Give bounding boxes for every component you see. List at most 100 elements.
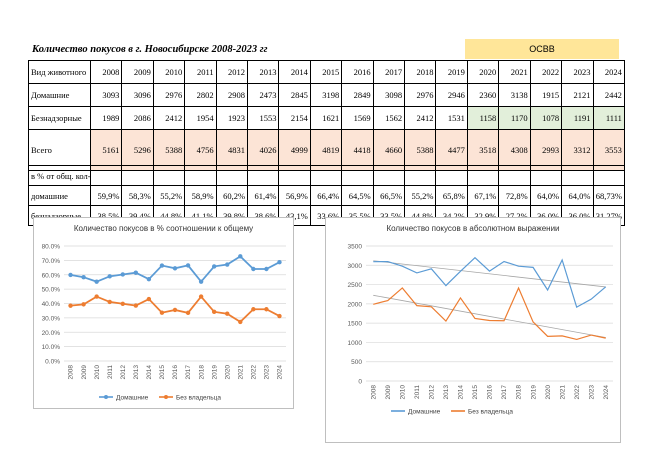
empty-cell [341, 165, 374, 186]
year-header: 2024 [592, 60, 625, 84]
y-tick-label: 70.0% [42, 258, 61, 265]
table-cell: 4477 [435, 129, 468, 171]
year-header: 2023 [561, 60, 594, 84]
empty-cell [309, 165, 343, 186]
table-cell: 1078 [529, 106, 563, 130]
x-tick-label: 2018 [198, 365, 205, 380]
y-tick-label: 2000 [348, 301, 363, 308]
table-cell: 64,0% [529, 185, 563, 206]
table-cell: 1989 [89, 106, 123, 130]
data-point [159, 263, 165, 268]
y-tick-label: 3500 [348, 244, 363, 251]
empty-cell [529, 165, 563, 186]
empty-cell [152, 165, 186, 186]
table-cell: 2086 [121, 106, 154, 130]
data-point [251, 266, 256, 272]
data-point [107, 299, 112, 305]
table-cell: 3553 [592, 129, 625, 171]
x-tick-label: 2014 [146, 365, 153, 380]
data-point [94, 294, 99, 299]
table-cell: 1954 [184, 106, 217, 130]
x-tick-label: 2012 [429, 385, 436, 400]
data-point [133, 303, 139, 308]
table-cell: 1531 [435, 106, 468, 130]
absolute-chart-svg: 0 500 1000 1500 2000 2500 3000 3500 2008 2009 2010… [348, 244, 613, 416]
data-point [264, 266, 269, 272]
y-tick-label: 50.0% [42, 287, 61, 294]
series-line [373, 286, 606, 341]
table-cell: 3518 [466, 129, 500, 171]
x-tick-label: 2016 [487, 385, 494, 400]
year-header: 2015 [309, 60, 343, 84]
empty-cell [184, 165, 217, 186]
row-label: Всего [28, 129, 91, 171]
table-row: Домашние 3093 3096 2976 2802 2908 2473 2845 3198… [28, 83, 625, 107]
data-point [238, 319, 243, 325]
table-cell: 4999 [278, 129, 311, 171]
table-cell: 4831 [215, 129, 249, 171]
data-point [185, 310, 191, 316]
row-label: домашние [28, 185, 91, 206]
x-tick-label: 2021 [237, 365, 244, 380]
data-point [68, 303, 73, 308]
data-point [238, 254, 243, 259]
data-point [277, 313, 282, 319]
x-tick-label: 2024 [277, 365, 284, 380]
table-header-row: Вид животного 2008 2009 2010 2011 2012 2013 201… [28, 60, 625, 84]
data-point [225, 262, 230, 267]
table-cell: 4418 [341, 129, 374, 171]
y-tick-label: 0 [358, 379, 362, 386]
table-cell: 5296 [121, 129, 154, 171]
table-cell: 1158 [466, 106, 500, 130]
table-cell: 3312 [561, 129, 594, 171]
data-point [225, 311, 230, 316]
x-tick-label: 2011 [414, 385, 421, 399]
table-cell: 58,9% [184, 185, 217, 206]
year-header: 2022 [529, 60, 563, 84]
year-header: 2013 [247, 60, 280, 84]
legend-marker [104, 395, 108, 399]
table-cell: 64,5% [341, 185, 374, 206]
table-cell: 66,5% [372, 185, 406, 206]
legend-marker [164, 395, 168, 399]
x-tick-label: 2010 [94, 365, 101, 380]
table-cell: 1111 [592, 106, 625, 130]
x-tick-label: 2008 [370, 385, 377, 400]
data-point [198, 294, 204, 299]
x-tick-label: 2017 [185, 365, 192, 380]
x-tick-label: 2015 [159, 365, 166, 380]
table-cell: 1553 [247, 106, 280, 130]
percent-chart: Количество покусов в % соотношении к общ… [33, 217, 294, 409]
year-header: 2011 [184, 60, 217, 84]
year-header: 2016 [341, 60, 374, 84]
y-tick-label: 20.0% [42, 330, 61, 337]
table-cell: 1562 [372, 106, 406, 130]
x-tick-label: 2011 [107, 365, 114, 379]
table-cell: 61,4% [247, 185, 280, 206]
y-tick-label: 1500 [348, 321, 363, 328]
year-header: 2012 [215, 60, 249, 84]
table-cell: 2121 [561, 83, 594, 107]
data-point [198, 279, 204, 284]
year-header: 2017 [372, 60, 406, 84]
table-row: Безнадзорные 1989 2086 2412 1954 1923 1553 2154… [28, 106, 625, 130]
x-tick-label: 2023 [264, 365, 271, 380]
year-header: 2020 [466, 60, 500, 84]
table-cell: 4026 [247, 129, 280, 171]
table-cell: 2154 [278, 106, 311, 130]
empty-cell [121, 165, 154, 186]
table-cell: 2946 [435, 83, 468, 107]
table-cell: 1569 [341, 106, 374, 130]
data-point [68, 272, 73, 278]
osvv-header: ОСВВ [465, 39, 619, 59]
x-tick-label: 2009 [385, 385, 392, 400]
empty-cell [404, 165, 437, 186]
data-point [146, 277, 152, 282]
data-point [120, 272, 125, 277]
legend-label: Без владельца [176, 395, 221, 402]
x-tick-label: 2023 [588, 385, 595, 400]
empty-cell [466, 165, 500, 186]
data-point [264, 307, 269, 312]
row-label: Домашние [28, 83, 91, 107]
header-label: в % от общ. кол-ва [28, 165, 91, 186]
